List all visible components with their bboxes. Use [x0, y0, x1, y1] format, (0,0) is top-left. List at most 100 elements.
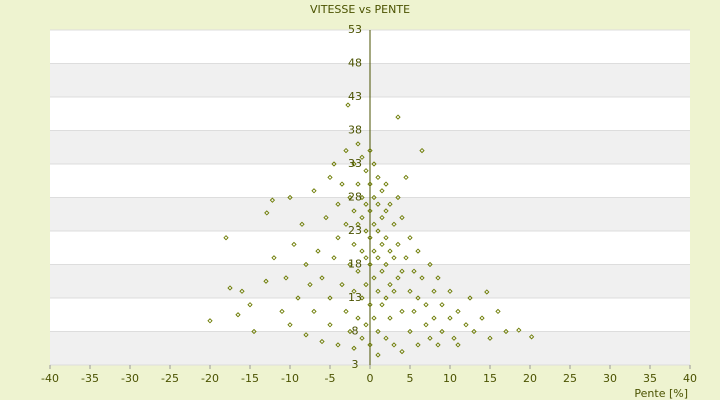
y-tick-label: 18	[348, 258, 362, 271]
point	[295, 295, 301, 301]
x-tick-label: 5	[407, 372, 414, 385]
point	[363, 201, 369, 207]
point	[279, 308, 285, 315]
point	[379, 268, 385, 274]
point	[311, 188, 317, 194]
point	[355, 221, 361, 227]
point	[439, 328, 445, 335]
point	[451, 335, 457, 341]
point	[319, 338, 325, 345]
point	[319, 275, 325, 281]
y-tick-label: 3	[352, 358, 359, 371]
point	[387, 201, 393, 207]
point	[371, 275, 377, 281]
y-tick-label: 48	[348, 57, 362, 70]
point	[423, 302, 429, 308]
x-tick-label: -10	[281, 372, 299, 385]
point	[415, 295, 421, 301]
point	[455, 342, 461, 348]
y-tick-label: 28	[348, 191, 362, 204]
y-tick-label: 38	[348, 124, 362, 137]
point	[327, 174, 333, 181]
point	[455, 308, 461, 315]
x-tick-label: 25	[563, 372, 577, 385]
point	[371, 221, 377, 227]
point	[383, 208, 389, 214]
point	[327, 322, 333, 328]
point	[323, 214, 329, 221]
point	[347, 328, 353, 335]
x-tick-label: 20	[523, 372, 537, 385]
y-tick-label: 13	[348, 291, 362, 304]
point	[311, 308, 317, 315]
point	[387, 248, 393, 254]
point	[431, 315, 437, 321]
point	[367, 342, 373, 348]
point	[407, 235, 413, 241]
point	[467, 295, 473, 301]
point	[307, 281, 313, 288]
point	[367, 302, 373, 308]
point	[363, 322, 369, 328]
point	[495, 308, 501, 315]
point	[447, 315, 453, 321]
point	[271, 255, 277, 261]
point	[359, 335, 365, 341]
point	[359, 248, 365, 254]
point	[345, 102, 351, 108]
point	[223, 235, 229, 241]
point	[359, 154, 365, 160]
point	[391, 255, 397, 261]
x-tick-label: -5	[325, 372, 336, 385]
x-tick-label: 15	[483, 372, 497, 385]
point	[355, 268, 361, 274]
y-tick-label: 8	[352, 325, 359, 338]
point	[383, 335, 389, 341]
point	[207, 318, 213, 324]
x-tick-label: -40	[41, 372, 59, 385]
point	[335, 201, 341, 207]
point	[375, 352, 381, 358]
point	[335, 235, 341, 241]
point	[239, 288, 245, 294]
point	[339, 181, 345, 187]
point	[407, 328, 413, 335]
point	[403, 255, 409, 261]
point	[399, 268, 405, 274]
point	[343, 308, 349, 315]
point	[359, 194, 365, 201]
point	[283, 275, 289, 281]
point	[484, 289, 490, 295]
x-tick-label: 35	[643, 372, 657, 385]
point	[331, 161, 337, 167]
x-tick-label: 30	[603, 372, 617, 385]
point	[427, 335, 433, 341]
x-tick-label: -15	[241, 372, 259, 385]
point	[427, 261, 433, 268]
point	[375, 201, 381, 207]
point	[315, 248, 321, 254]
point	[463, 322, 469, 328]
y-tick-label: 43	[348, 90, 362, 103]
point	[303, 261, 309, 268]
point	[383, 235, 389, 241]
point	[387, 281, 393, 288]
point	[355, 315, 361, 321]
point	[347, 261, 353, 268]
point	[363, 281, 369, 288]
point	[343, 221, 349, 227]
point	[395, 194, 401, 201]
point	[351, 288, 357, 294]
point	[391, 221, 397, 227]
point	[379, 302, 385, 308]
point	[351, 241, 357, 248]
x-tick-label: -35	[81, 372, 99, 385]
point	[363, 255, 369, 261]
point	[423, 322, 429, 328]
point	[383, 261, 389, 268]
point	[367, 235, 373, 241]
point	[263, 278, 269, 284]
point	[269, 197, 276, 203]
point	[435, 342, 441, 348]
